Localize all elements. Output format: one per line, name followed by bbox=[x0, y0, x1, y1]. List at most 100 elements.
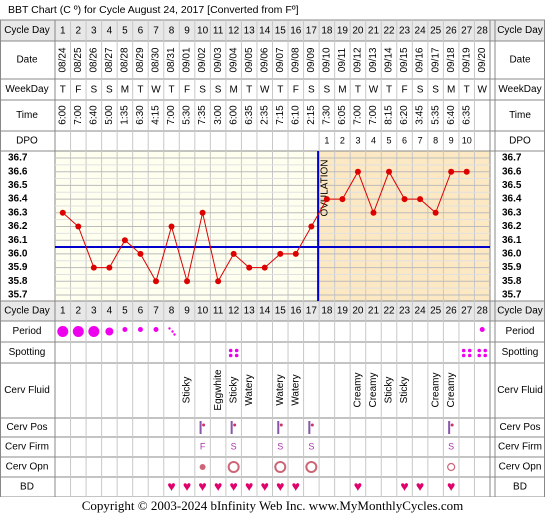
y-tick-left: 35.9 bbox=[8, 262, 28, 273]
copyright: Copyright © 2003-2024 bInfinity Web Inc.… bbox=[81, 498, 464, 513]
y-tick-left: 36.2 bbox=[8, 221, 28, 232]
temperature-point bbox=[448, 168, 455, 175]
weekday-label: S bbox=[199, 85, 206, 96]
spotting-dot bbox=[461, 348, 466, 353]
dpo-label: 10 bbox=[462, 135, 472, 145]
weekday-label: T bbox=[355, 85, 361, 96]
weekday-label: S bbox=[417, 85, 424, 96]
cycle-day-top: 26 bbox=[446, 26, 458, 37]
weekday-label: S bbox=[215, 85, 222, 96]
dpo-label: 1 bbox=[324, 135, 329, 145]
cycle-day-top: 22 bbox=[383, 26, 395, 37]
row-label-right: BD bbox=[513, 482, 527, 493]
cycle-day-top: 2 bbox=[76, 26, 82, 37]
date-label: 09/15 bbox=[399, 47, 410, 72]
cerv-firm-label: S bbox=[231, 441, 237, 451]
date-label: 09/07 bbox=[275, 47, 286, 72]
date-label: 09/08 bbox=[290, 47, 301, 72]
cerv-pos-dot bbox=[233, 423, 237, 427]
weekday-label: S bbox=[106, 85, 113, 96]
cerv-pos-dot bbox=[279, 423, 283, 427]
time-label: 6:30 bbox=[135, 105, 146, 125]
cycle-day-bottom: 20 bbox=[352, 306, 364, 317]
cerv-fluid-label: Creamy bbox=[430, 372, 441, 407]
bd-heart-icon: ♥ bbox=[261, 478, 269, 494]
temperature-point bbox=[184, 278, 191, 285]
temperature-point bbox=[417, 196, 424, 203]
temperature-point bbox=[121, 237, 128, 244]
row-label-right: Cerv Opn bbox=[499, 462, 542, 473]
weekday-label: W bbox=[151, 85, 161, 96]
date-label: 09/17 bbox=[430, 47, 441, 72]
date-label: 09/03 bbox=[213, 47, 224, 72]
cycle-day-top: 18 bbox=[321, 26, 333, 37]
date-label: 09/05 bbox=[244, 47, 255, 72]
dpo-label: 6 bbox=[402, 135, 407, 145]
bd-heart-icon: ♥ bbox=[214, 478, 222, 494]
cycle-day-bottom: 25 bbox=[430, 306, 442, 317]
temperature-point bbox=[246, 264, 253, 271]
cycle-day-top: 3 bbox=[91, 26, 97, 37]
chart-title: BBT Chart (C º) for Cycle August 24, 201… bbox=[8, 4, 299, 16]
spotting-dot bbox=[461, 353, 466, 358]
cycle-day-bottom: 11 bbox=[213, 306, 224, 317]
cerv-firm-label: F bbox=[200, 441, 206, 451]
cerv-fluid-label: Sticky bbox=[182, 377, 193, 404]
weekday-label: T bbox=[246, 85, 252, 96]
spotting-dot bbox=[234, 348, 239, 353]
period-medium bbox=[105, 327, 114, 336]
date-label: 09/06 bbox=[259, 47, 270, 72]
time-label: 6:00 bbox=[228, 105, 239, 125]
cerv-opn-large bbox=[227, 461, 240, 473]
temperature-point bbox=[463, 168, 470, 175]
cerv-fluid-label: Creamy bbox=[368, 372, 379, 407]
row-label-left: Cerv Opn bbox=[6, 462, 49, 473]
weekday-label: M bbox=[338, 85, 346, 96]
time-label: 7:30 bbox=[322, 105, 333, 125]
cycle-day-top: 1 bbox=[60, 26, 66, 37]
row-label-right: Cerv Fluid bbox=[497, 385, 543, 396]
cycle-day-bottom: 8 bbox=[169, 306, 175, 317]
y-tick-right: 36.1 bbox=[502, 235, 522, 246]
bd-heart-icon: ♥ bbox=[245, 478, 253, 494]
dpo-label: 2 bbox=[340, 135, 345, 145]
bd-heart-icon: ♥ bbox=[354, 478, 362, 494]
cerv-firm-label: S bbox=[277, 441, 283, 451]
date-label: 09/12 bbox=[353, 47, 364, 72]
temperature-point bbox=[75, 223, 82, 230]
period-light bbox=[122, 327, 128, 332]
cycle-day-bottom: 16 bbox=[290, 306, 302, 317]
date-label: 08/24 bbox=[57, 47, 68, 72]
weekday-label: S bbox=[432, 85, 439, 96]
row-label-right: Date bbox=[509, 55, 531, 66]
y-tick-right: 35.8 bbox=[502, 276, 522, 287]
row-label-left: DPO bbox=[16, 136, 38, 147]
cerv-fluid-label: Creamy bbox=[446, 372, 457, 407]
time-label: 6:40 bbox=[88, 105, 99, 125]
period-heavy bbox=[72, 326, 84, 337]
cycle-day-bottom: 17 bbox=[306, 306, 318, 317]
spotting-dot bbox=[228, 348, 233, 353]
bd-heart-icon: ♥ bbox=[447, 478, 455, 494]
cerv-pos-dot bbox=[450, 423, 454, 427]
row-label-right: Cycle Day bbox=[497, 25, 543, 36]
date-label: 09/09 bbox=[306, 47, 317, 72]
cerv-fluid-label: Eggwhite bbox=[213, 369, 224, 411]
y-tick-right: 36.5 bbox=[502, 180, 522, 191]
y-tick-right: 35.7 bbox=[502, 290, 522, 301]
y-tick-right: 36.0 bbox=[502, 249, 522, 260]
date-label: 09/01 bbox=[182, 47, 193, 72]
temperature-point bbox=[199, 209, 206, 216]
time-label: 6:35 bbox=[244, 105, 255, 125]
cycle-day-top: 12 bbox=[228, 26, 240, 37]
weekday-label: T bbox=[168, 85, 174, 96]
spotting-dot bbox=[477, 348, 482, 353]
temperature-point bbox=[90, 264, 97, 271]
bd-heart-icon: ♥ bbox=[276, 478, 284, 494]
cerv-opn-medium bbox=[447, 462, 456, 472]
cycle-day-top: 7 bbox=[153, 26, 159, 37]
temperature-point bbox=[152, 278, 159, 285]
y-tick-right: 35.9 bbox=[502, 262, 522, 273]
y-tick-left: 36.6 bbox=[8, 166, 28, 177]
spotting-dot bbox=[228, 353, 233, 358]
